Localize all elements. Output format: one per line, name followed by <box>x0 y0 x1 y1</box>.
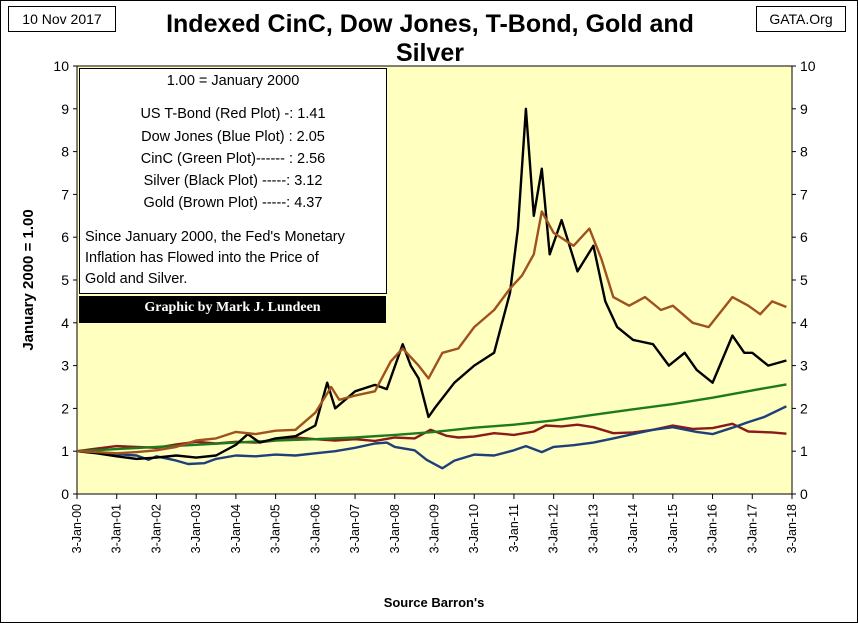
x-tick-label: 3-Jan-17 <box>745 504 759 553</box>
series-line-cinc <box>76 383 787 453</box>
y-tick-label-left: 6 <box>61 229 69 245</box>
y-tick-label-right: 4 <box>800 315 808 331</box>
x-axis-label: Source Barron's <box>384 595 485 610</box>
y-tick-label-left: 1 <box>61 443 69 459</box>
y-axis-label: January 2000 = 1.00 <box>20 209 37 350</box>
legend-entry-gold: Gold (Brown Plot) -----: 4.37 <box>143 195 323 211</box>
series-line-dow-jones <box>76 405 787 470</box>
legend-entry-silver: Silver (Black Plot) -----: 3.12 <box>143 173 323 189</box>
x-tick-label: 3-Jan-09 <box>428 504 442 553</box>
chart-title: Indexed CinC, Dow Jones, T-Bond, Gold an… <box>166 10 694 67</box>
y-tick-label-right: 5 <box>800 272 808 288</box>
x-tick-label: 3-Jan-16 <box>706 504 720 553</box>
legend-note-line-1: Since January 2000, the Fed's Monetary <box>85 229 345 245</box>
y-tick-label-left: 9 <box>61 101 69 117</box>
source-tag: GATA.Org <box>756 6 846 32</box>
x-tick-label: 3-Jan-12 <box>547 504 561 553</box>
legend-note-line-2: Inflation has Flowed into the Price of <box>85 250 319 266</box>
series-line-gold <box>76 210 787 455</box>
x-tick-label: 3-Jan-05 <box>269 504 283 553</box>
x-tick-label: 3-Jan-01 <box>110 504 124 553</box>
x-tick-label: 3-Jan-18 <box>785 504 799 553</box>
y-tick-label-left: 5 <box>61 272 69 288</box>
legend-entry-tbond: US T-Bond (Red Plot) -: 1.41 <box>140 106 326 122</box>
credit-bar: Graphic by Mark J. Lundeen <box>79 296 386 323</box>
y-tick-label-right: 1 <box>800 443 808 459</box>
y-tick-label-right: 2 <box>800 400 808 416</box>
y-tick-label-right: 8 <box>800 144 808 160</box>
y-tick-label-left: 8 <box>61 144 69 160</box>
y-tick-label-right: 9 <box>800 101 808 117</box>
series-group <box>76 107 787 470</box>
x-tick-label: 3-Jan-06 <box>308 504 322 553</box>
x-tick-label: 3-Jan-03 <box>189 504 203 553</box>
y-tick-label-left: 0 <box>61 486 69 502</box>
x-tick-label: 3-Jan-11 <box>507 504 521 552</box>
y-tick-label-right: 6 <box>800 229 808 245</box>
x-tick-label: 3-Jan-04 <box>229 504 243 553</box>
x-tick-label: 3-Jan-00 <box>70 504 84 553</box>
legend-entry-dow: Dow Jones (Blue Plot) : 2.05 <box>141 129 325 145</box>
legend-note-line-3: Gold and Silver. <box>85 271 188 287</box>
y-tick-label-right: 0 <box>800 486 808 502</box>
y-tick-label-right: 7 <box>800 186 808 202</box>
axes-group: 0 0 1 1 2 2 3 3 4 4 5 5 6 6 7 7 8 8 9 9 10 10 3-Jan-00 3-Jan-01… <box>53 58 815 553</box>
x-tick-label: 3-Jan-08 <box>388 504 402 553</box>
legend-baseline: 1.00 = January 2000 <box>166 73 300 89</box>
x-tick-label: 3-Jan-13 <box>586 504 600 553</box>
y-tick-label-right: 3 <box>800 358 808 374</box>
y-tick-label-left: 2 <box>61 400 69 416</box>
credit-text: Graphic by Mark J. Lundeen <box>144 300 321 315</box>
x-tick-label: 3-Jan-02 <box>149 504 163 553</box>
y-tick-label-right: 10 <box>800 58 816 74</box>
legend-entry-cinc: CinC (Green Plot)------ : 2.56 <box>140 151 326 167</box>
x-tick-label: 3-Jan-10 <box>467 504 481 553</box>
series-line-silver <box>76 107 787 461</box>
x-tick-label: 3-Jan-14 <box>626 504 640 553</box>
date-label: 10 Nov 2017 <box>8 6 116 32</box>
legend-box: 1.00 = January 2000 US T-Bond (Red Plot)… <box>79 68 387 294</box>
x-tick-label: 3-Jan-15 <box>666 504 680 553</box>
y-tick-label-left: 7 <box>61 186 69 202</box>
x-tick-label: 3-Jan-07 <box>348 504 362 553</box>
y-tick-label-left: 3 <box>61 358 69 374</box>
y-tick-label-left: 10 <box>53 58 69 74</box>
y-tick-label-left: 4 <box>61 315 69 331</box>
